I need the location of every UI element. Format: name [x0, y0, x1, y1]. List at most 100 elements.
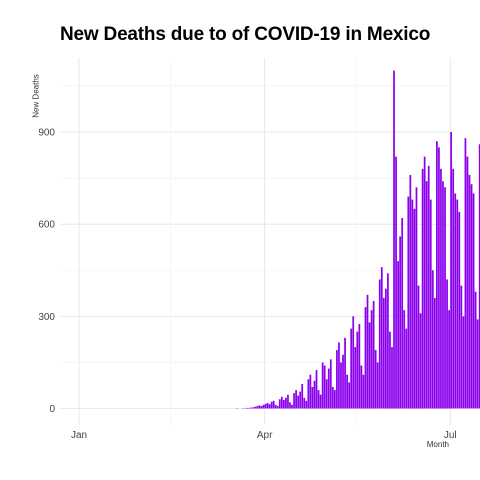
bar [360, 365, 363, 409]
bar [315, 370, 318, 409]
bar [395, 156, 397, 409]
bar [299, 391, 302, 409]
bar [280, 396, 283, 409]
bar [276, 406, 279, 409]
bar [376, 362, 379, 409]
grid-lines [60, 58, 451, 425]
bar [323, 365, 326, 409]
bar [293, 393, 295, 409]
bar [405, 328, 408, 409]
bar [407, 196, 410, 409]
bar [456, 199, 459, 409]
bar [262, 404, 265, 409]
y-tick-label: 300 [38, 312, 55, 323]
bar [440, 168, 442, 409]
bar [470, 184, 473, 409]
y-tick-label: 600 [38, 220, 55, 231]
bar [427, 165, 430, 409]
bar [325, 379, 328, 409]
bar [317, 390, 320, 409]
y-tick-label: 900 [38, 128, 55, 139]
bar [313, 380, 316, 409]
x-tick-label: Jan [71, 430, 87, 441]
bar [372, 300, 375, 409]
bar [460, 285, 463, 409]
bar [425, 181, 428, 409]
bar [321, 362, 324, 409]
bar [452, 168, 455, 409]
bar [252, 407, 255, 409]
bar [476, 319, 479, 409]
y-tick-labels: 0 300 600 900 [38, 128, 55, 416]
bar [433, 297, 436, 409]
bar [297, 395, 300, 409]
bar [358, 324, 361, 409]
bar [340, 362, 342, 409]
bar [413, 208, 416, 409]
bar [287, 394, 289, 409]
bar [458, 211, 461, 409]
bar [260, 406, 263, 409]
x-tick-label: Apr [257, 430, 273, 441]
bar [274, 404, 277, 409]
bar [389, 331, 391, 409]
bar [450, 132, 453, 409]
bar [446, 279, 448, 409]
bar [438, 147, 440, 409]
bar [352, 316, 355, 409]
bar [354, 347, 357, 409]
bar [291, 404, 293, 409]
bar [301, 383, 304, 409]
bar [472, 193, 475, 409]
bar [285, 397, 287, 409]
bar [421, 168, 424, 409]
bar [338, 342, 340, 409]
bar [268, 404, 271, 409]
bar [374, 350, 377, 409]
bar [411, 199, 414, 409]
x-tick-label: Jul [444, 430, 457, 441]
bar [444, 187, 446, 409]
bar [431, 270, 434, 409]
x-tick-labels: Jan Apr Jul [71, 430, 457, 441]
bar [368, 322, 371, 409]
bar [364, 307, 367, 409]
chart-title: New Deaths due to of COVID-19 in Mexico [60, 24, 431, 45]
bar [466, 156, 469, 409]
bar [246, 407, 249, 409]
bar [419, 313, 422, 409]
bar [448, 310, 450, 409]
bar [270, 401, 273, 409]
bars [236, 70, 480, 409]
bar [366, 294, 369, 409]
bar [272, 400, 275, 409]
bar [464, 138, 467, 409]
bar [362, 374, 365, 409]
bar [468, 175, 471, 409]
y-tick-label: 0 [49, 404, 55, 415]
bar [382, 297, 385, 409]
bar [256, 406, 259, 409]
bar [387, 273, 389, 409]
bar [391, 347, 393, 409]
bar [474, 291, 477, 409]
bar [409, 175, 412, 409]
bar [342, 354, 344, 409]
bar [311, 386, 314, 409]
bar [319, 394, 322, 409]
bar [393, 70, 395, 409]
bar [378, 279, 381, 409]
bar [346, 374, 348, 409]
bar [397, 261, 399, 409]
bar [370, 310, 373, 409]
bar [254, 406, 257, 409]
bar [454, 193, 457, 409]
bar [258, 405, 261, 409]
bar [356, 331, 359, 409]
bar [248, 407, 251, 409]
bar [415, 187, 418, 409]
bar [385, 288, 387, 409]
bar [423, 156, 426, 409]
bar [401, 218, 404, 409]
